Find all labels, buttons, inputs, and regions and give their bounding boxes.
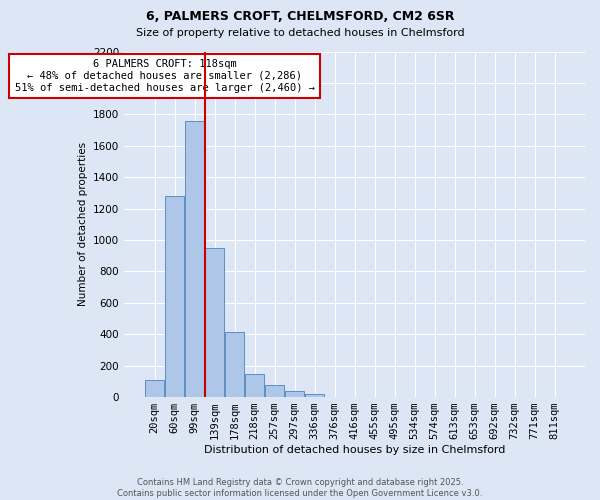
Bar: [165, 196, 184, 397]
Text: 6 PALMERS CROFT: 118sqm
← 48% of detached houses are smaller (2,286)
51% of semi: 6 PALMERS CROFT: 118sqm ← 48% of detache…: [14, 60, 314, 92]
Bar: [225, 332, 244, 397]
Bar: [285, 391, 304, 397]
Bar: [205, 248, 224, 397]
Bar: [185, 120, 204, 397]
Bar: [305, 394, 324, 397]
X-axis label: Distribution of detached houses by size in Chelmsford: Distribution of detached houses by size …: [204, 445, 505, 455]
Text: Contains HM Land Registry data © Crown copyright and database right 2025.
Contai: Contains HM Land Registry data © Crown c…: [118, 478, 482, 498]
Y-axis label: Number of detached properties: Number of detached properties: [77, 142, 88, 306]
Bar: [265, 386, 284, 397]
Text: 6, PALMERS CROFT, CHELMSFORD, CM2 6SR: 6, PALMERS CROFT, CHELMSFORD, CM2 6SR: [146, 10, 454, 23]
Text: Size of property relative to detached houses in Chelmsford: Size of property relative to detached ho…: [136, 28, 464, 38]
Bar: [245, 374, 264, 397]
Bar: [145, 380, 164, 397]
